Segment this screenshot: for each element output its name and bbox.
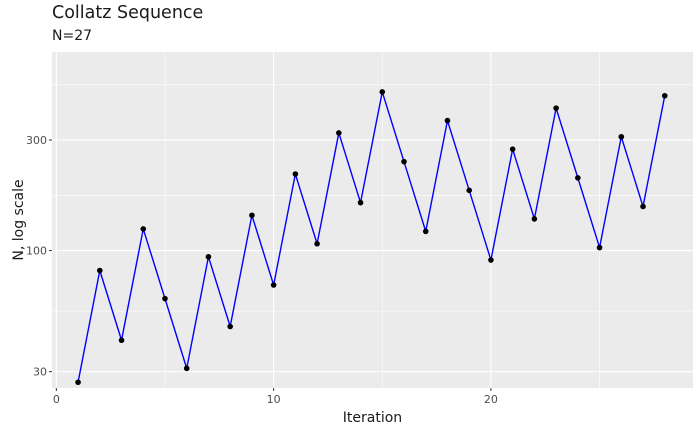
data-point <box>162 295 168 302</box>
x-tick-label: 10 <box>267 393 281 406</box>
data-point <box>488 257 494 263</box>
data-point <box>336 130 342 136</box>
data-point <box>270 282 277 288</box>
data-point <box>640 203 646 210</box>
data-points <box>75 89 668 386</box>
data-point <box>118 337 125 344</box>
data-point <box>661 92 668 99</box>
data-point <box>140 226 147 232</box>
data-point <box>227 323 233 330</box>
data-point <box>618 133 625 140</box>
x-axis-title: Iteration <box>343 410 402 426</box>
data-point <box>75 379 81 386</box>
data-point <box>466 187 472 194</box>
chart-subtitle: N=27 <box>52 28 93 44</box>
chart-title: Collatz Sequence <box>52 3 204 23</box>
x-tick-label: 0 <box>53 393 60 406</box>
data-point <box>357 199 364 206</box>
y-tick-label: 300 <box>26 134 47 147</box>
plot-panel <box>52 52 693 388</box>
y-axis-title: N, log scale <box>11 179 27 260</box>
y-tick-label: 100 <box>26 245 47 258</box>
minor-gridlines <box>52 52 693 388</box>
data-point <box>575 175 581 181</box>
data-point <box>249 212 255 219</box>
data-point <box>509 146 516 152</box>
data-point <box>379 89 386 95</box>
data-point <box>444 117 451 124</box>
data-point <box>531 216 538 222</box>
data-point <box>205 253 212 260</box>
data-point <box>314 240 320 247</box>
data-point <box>183 365 190 372</box>
x-tick-labels: 0 10 20 <box>53 393 498 406</box>
x-tick-label: 20 <box>484 393 498 406</box>
data-point <box>292 171 299 177</box>
y-tick-label: 30 <box>33 366 47 379</box>
data-point <box>422 228 429 235</box>
data-point <box>401 158 407 165</box>
data-point <box>553 105 559 111</box>
data-point <box>97 267 103 274</box>
y-tick-labels: 30 100 300 <box>26 134 47 379</box>
axis-ticks <box>49 139 492 391</box>
data-point <box>596 244 603 251</box>
series-line <box>77 91 666 383</box>
